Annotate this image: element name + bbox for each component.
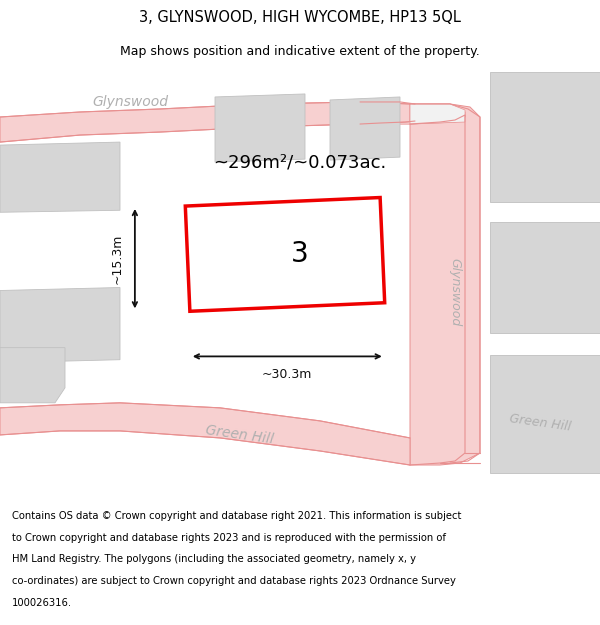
Polygon shape <box>330 97 400 160</box>
Text: Map shows position and indicative extent of the property.: Map shows position and indicative extent… <box>120 45 480 58</box>
Polygon shape <box>490 355 600 473</box>
Text: HM Land Registry. The polygons (including the associated geometry, namely x, y: HM Land Registry. The polygons (includin… <box>12 554 416 564</box>
Text: ~15.3m: ~15.3m <box>110 234 124 284</box>
Text: co-ordinates) are subject to Crown copyright and database rights 2023 Ordnance S: co-ordinates) are subject to Crown copyr… <box>12 576 456 586</box>
Text: Green Hill: Green Hill <box>508 412 572 434</box>
Text: ~296m²/~0.073ac.: ~296m²/~0.073ac. <box>214 153 386 171</box>
Polygon shape <box>0 403 410 465</box>
Polygon shape <box>490 222 600 332</box>
Text: 3: 3 <box>291 241 309 268</box>
Polygon shape <box>410 104 465 124</box>
Polygon shape <box>0 102 410 142</box>
Text: ~30.3m: ~30.3m <box>262 368 313 381</box>
Polygon shape <box>215 94 305 162</box>
Text: 100026316.: 100026316. <box>12 598 72 608</box>
Polygon shape <box>0 288 120 362</box>
Polygon shape <box>490 72 600 202</box>
Text: 3, GLYNSWOOD, HIGH WYCOMBE, HP13 5QL: 3, GLYNSWOOD, HIGH WYCOMBE, HP13 5QL <box>139 11 461 26</box>
Polygon shape <box>0 142 120 212</box>
Text: Contains OS data © Crown copyright and database right 2021. This information is : Contains OS data © Crown copyright and d… <box>12 511 461 521</box>
Text: Green Hill: Green Hill <box>205 423 275 447</box>
Polygon shape <box>185 198 385 311</box>
Text: Glynswood: Glynswood <box>449 258 461 327</box>
Polygon shape <box>410 104 480 465</box>
Text: Glynswood: Glynswood <box>92 95 168 109</box>
Text: to Crown copyright and database rights 2023 and is reproduced with the permissio: to Crown copyright and database rights 2… <box>12 532 446 542</box>
Polygon shape <box>0 348 65 403</box>
